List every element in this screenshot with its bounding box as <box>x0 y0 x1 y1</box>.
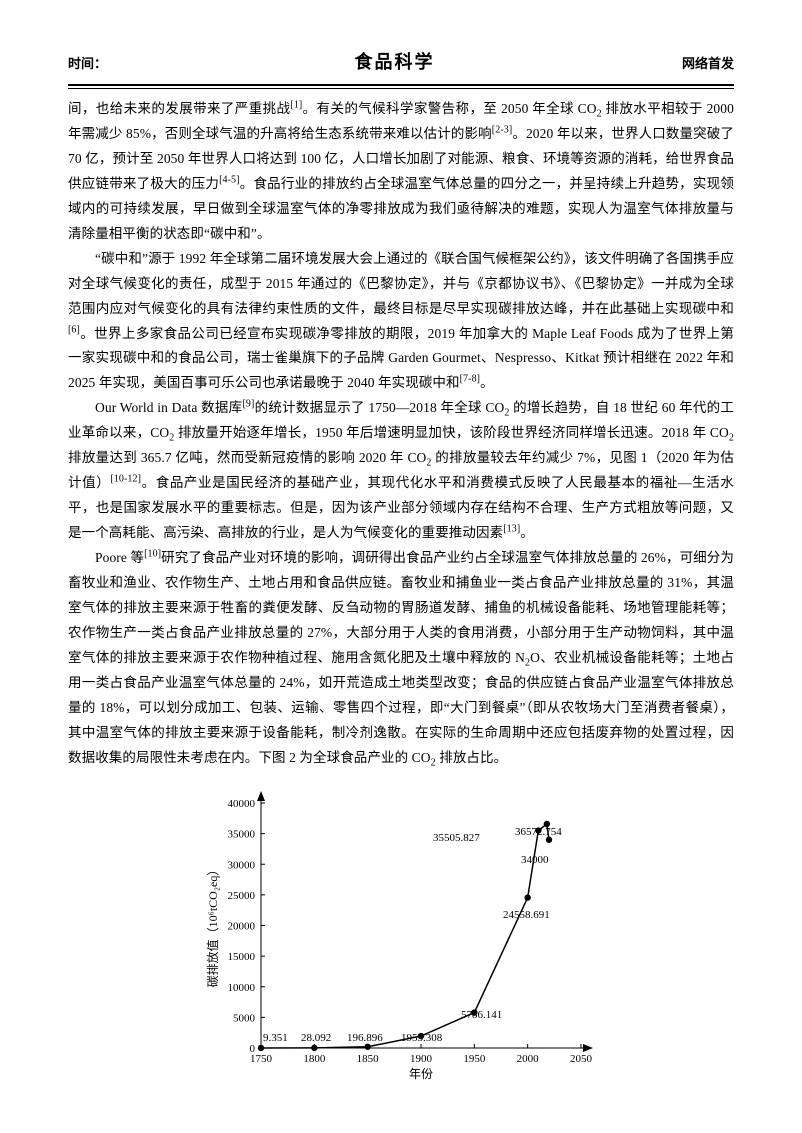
svg-text:5000: 5000 <box>233 1012 256 1024</box>
svg-text:35505.827: 35505.827 <box>433 832 480 844</box>
svg-text:15000: 15000 <box>228 951 256 963</box>
svg-text:1750: 1750 <box>250 1053 273 1065</box>
article-body: 间，也给未来的发展带来了严重挑战[1]。有关的气候科学家警告称，至 2050 年… <box>68 97 734 771</box>
svg-text:9.351: 9.351 <box>263 1032 288 1044</box>
svg-text:1953.308: 1953.308 <box>401 1032 443 1044</box>
paragraph-4: Poore 等[10]研究了食品产业对环境的影响，调研得出食品产业约占全球温室气… <box>68 546 734 771</box>
paragraph-1: 间，也给未来的发展带来了严重挑战[1]。有关的气候科学家警告称，至 2050 年… <box>68 97 734 247</box>
svg-text:196.896: 196.896 <box>347 1032 383 1044</box>
svg-text:40000: 40000 <box>228 798 256 810</box>
svg-text:35000: 35000 <box>228 829 256 841</box>
svg-text:年份: 年份 <box>409 1067 433 1081</box>
paragraph-2: “碳中和”源于 1992 年全球第二届环境发展大会上通过的《联合国气候框架公约》… <box>68 247 734 397</box>
svg-text:28.092: 28.092 <box>301 1032 331 1044</box>
co2-emissions-chart: 0500010000150002000025000300003500040000… <box>201 783 601 1083</box>
svg-text:36572.754: 36572.754 <box>515 826 562 838</box>
svg-text:碳排放值（10⁶tCO₂eq）: 碳排放值（10⁶tCO₂eq） <box>205 864 220 988</box>
page-header: 时间： 食品科学 网络首发 <box>68 46 734 81</box>
svg-text:24558.691: 24558.691 <box>503 909 550 921</box>
svg-text:2050: 2050 <box>570 1053 593 1065</box>
header-rule-outer <box>68 84 734 86</box>
svg-text:1900: 1900 <box>410 1053 433 1065</box>
figure-1-container: 0500010000150002000025000300003500040000… <box>68 783 734 1083</box>
paragraph-3: Our World in Data 数据库[9]的统计数据显示了 1750—20… <box>68 396 734 546</box>
journal-title: 食品科学 <box>355 46 435 79</box>
svg-text:34000: 34000 <box>521 854 549 866</box>
header-right-label: 网络首发 <box>682 52 734 76</box>
svg-text:1800: 1800 <box>303 1053 326 1065</box>
svg-text:30000: 30000 <box>228 859 256 871</box>
svg-text:10000: 10000 <box>228 982 256 994</box>
svg-text:1850: 1850 <box>357 1053 380 1065</box>
header-time-label: 时间： <box>68 52 107 76</box>
svg-text:25000: 25000 <box>228 890 256 902</box>
header-rule-inner <box>68 88 734 89</box>
svg-text:20000: 20000 <box>228 920 256 932</box>
svg-text:2000: 2000 <box>517 1053 540 1065</box>
svg-text:1950: 1950 <box>463 1053 486 1065</box>
svg-text:5786.141: 5786.141 <box>461 1009 502 1021</box>
